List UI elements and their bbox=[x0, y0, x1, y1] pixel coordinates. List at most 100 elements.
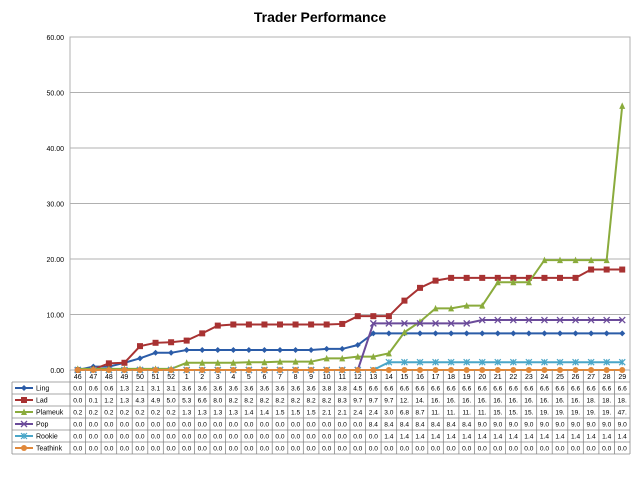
data-point bbox=[432, 277, 439, 284]
data-point bbox=[354, 353, 361, 360]
data-point bbox=[619, 102, 626, 109]
data-point bbox=[370, 353, 377, 360]
data-label: 6.6 bbox=[478, 386, 487, 393]
data-label: 1.5 bbox=[307, 410, 316, 417]
data-label: 6.8 bbox=[400, 410, 409, 417]
data-point bbox=[618, 316, 626, 324]
data-point bbox=[339, 367, 346, 373]
table-row-rookie: Rookie 0.0 0.0 0.0 0.0 0.0 0.0 0.0 0.0 0.0 0.0 0.0 0… bbox=[15, 432, 627, 441]
data-label: 8.2 bbox=[275, 398, 284, 405]
data-point bbox=[354, 313, 361, 320]
data-point bbox=[401, 358, 408, 366]
legend-label: Lad bbox=[36, 398, 48, 405]
data-point bbox=[400, 319, 408, 327]
data-point bbox=[277, 358, 283, 365]
series-line-plameuk bbox=[77, 105, 624, 370]
data-point bbox=[557, 256, 563, 264]
data-point bbox=[354, 367, 361, 373]
data-point bbox=[479, 330, 486, 337]
data-label: 0.0 bbox=[182, 422, 191, 429]
y-tick-label: 0.00 bbox=[50, 368, 64, 375]
data-point bbox=[557, 367, 563, 373]
x-tick-label: 5 bbox=[247, 374, 251, 381]
data-point bbox=[385, 367, 392, 373]
data-point bbox=[339, 354, 346, 362]
data-point bbox=[463, 367, 470, 373]
data-label: 8.2 bbox=[244, 398, 253, 405]
data-point bbox=[619, 266, 626, 273]
data-label: 3.1 bbox=[151, 386, 160, 393]
data-point bbox=[245, 321, 252, 328]
data-point bbox=[572, 316, 580, 324]
data-point bbox=[510, 278, 517, 286]
data-label: 1.3 bbox=[198, 410, 207, 417]
table-row-ling: Ling 0.0 0.6 0.6 1.3 2.1 3.1 3.1 3.6 3.6 3.6 3.6 3.6… bbox=[15, 385, 627, 393]
x-tick-label: 50 bbox=[136, 374, 144, 381]
data-label: 1.4 bbox=[462, 434, 471, 441]
data-point bbox=[541, 274, 548, 281]
data-label: 0.0 bbox=[198, 446, 207, 453]
legend-label: Pop bbox=[36, 422, 49, 429]
data-table: 46 47 48 49 50 51 52 1 2 3 4 5 6 7 8 9 10 11 12 13 14 15 16 17 1… bbox=[11, 370, 631, 455]
data-point bbox=[292, 367, 299, 373]
data-label: 0.0 bbox=[307, 446, 316, 453]
y-tick-label: 40.00 bbox=[46, 146, 64, 153]
data-label: 1.4 bbox=[524, 434, 533, 441]
data-label: 0.0 bbox=[447, 446, 456, 453]
data-label: 4.5 bbox=[353, 386, 362, 393]
data-label: 1.2 bbox=[104, 398, 113, 405]
data-label: 6.6 bbox=[571, 386, 580, 393]
data-point bbox=[525, 367, 532, 373]
data-label: 5.0 bbox=[167, 398, 176, 405]
data-label: 1.5 bbox=[291, 410, 300, 417]
data-point bbox=[199, 330, 206, 337]
data-point bbox=[479, 367, 486, 373]
data-label: 0.0 bbox=[229, 422, 238, 429]
data-point bbox=[603, 367, 610, 373]
data-label: 8.0 bbox=[213, 398, 222, 405]
data-point bbox=[587, 316, 595, 324]
data-point bbox=[557, 330, 563, 337]
x-tick-label: 26 bbox=[572, 374, 580, 381]
data-label: 0.0 bbox=[73, 434, 82, 441]
data-point bbox=[323, 321, 330, 328]
data-point bbox=[261, 347, 268, 354]
data-label: 0.0 bbox=[369, 446, 378, 453]
data-label: 11. bbox=[478, 410, 487, 417]
data-label: 3.6 bbox=[260, 386, 269, 393]
data-label: 0.0 bbox=[213, 446, 222, 453]
data-point bbox=[525, 278, 532, 286]
data-point bbox=[308, 367, 315, 373]
data-label: 3.1 bbox=[167, 386, 176, 393]
data-label: 6.6 bbox=[602, 386, 611, 393]
data-point bbox=[183, 337, 190, 344]
data-point bbox=[168, 339, 175, 346]
data-label: 3.6 bbox=[244, 386, 253, 393]
data-point bbox=[230, 347, 237, 354]
data-point bbox=[339, 345, 346, 352]
data-point bbox=[587, 358, 595, 366]
data-point bbox=[603, 256, 610, 264]
data-point bbox=[619, 330, 626, 337]
data-point bbox=[525, 316, 533, 324]
data-label: 16. bbox=[509, 398, 518, 405]
data-label: 0.0 bbox=[151, 434, 160, 441]
data-label: 16. bbox=[540, 398, 549, 405]
data-point bbox=[541, 367, 548, 373]
data-label: 0.0 bbox=[338, 422, 347, 429]
x-tick-label: 21 bbox=[494, 374, 502, 381]
data-point bbox=[572, 367, 579, 373]
data-point bbox=[370, 313, 377, 320]
data-point bbox=[509, 316, 517, 324]
data-point bbox=[432, 330, 439, 337]
data-label: 0.0 bbox=[182, 434, 191, 441]
data-label: 9.0 bbox=[540, 422, 549, 429]
data-label: 0.1 bbox=[89, 398, 98, 405]
data-label: 0.0 bbox=[213, 422, 222, 429]
data-label: 1.4 bbox=[260, 410, 269, 417]
data-label: 8.2 bbox=[291, 398, 300, 405]
data-label: 1.4 bbox=[571, 434, 580, 441]
data-label: 15. bbox=[493, 410, 502, 417]
data-point bbox=[541, 358, 548, 366]
data-label: 0.2 bbox=[151, 410, 160, 417]
